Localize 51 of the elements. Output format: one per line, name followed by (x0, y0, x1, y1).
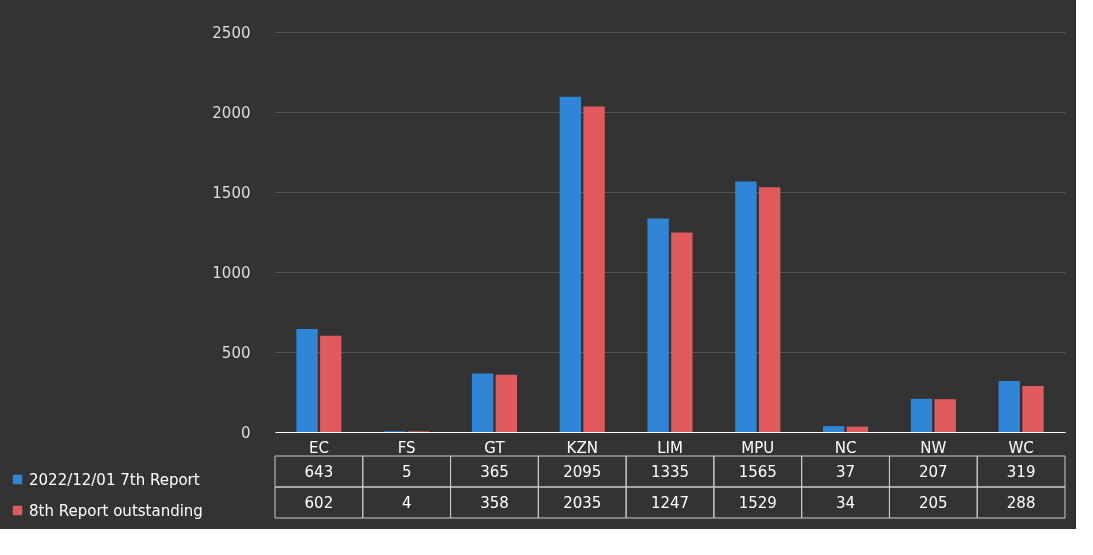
y-tick-label: 2000 (212, 103, 251, 122)
legend-label: 2022/12/01 7th Report (29, 470, 200, 489)
bar (758, 187, 781, 432)
bar (471, 373, 494, 432)
bar (320, 335, 342, 432)
x-tick-label: NW (920, 438, 947, 457)
data-label: 643 (304, 462, 334, 481)
data-label: 37 (836, 462, 856, 481)
data-label: 1335 (650, 462, 690, 481)
bar (735, 181, 757, 432)
x-tick-label: GT (484, 438, 506, 457)
x-tick-label: NC (834, 438, 857, 457)
bar (910, 398, 933, 432)
data-label: 1529 (738, 493, 777, 512)
y-tick-label: 2500 (212, 23, 251, 42)
data-label: 207 (919, 462, 948, 481)
data-label: 34 (836, 493, 856, 512)
bar (583, 106, 605, 432)
bar (998, 380, 1020, 432)
bar (647, 218, 669, 432)
y-tick-label: 1000 (212, 263, 251, 282)
data-label: 1565 (738, 462, 777, 481)
bar (495, 374, 517, 432)
y-tick-label: 500 (221, 343, 251, 362)
bar (823, 426, 845, 432)
data-label: 602 (304, 493, 334, 512)
x-tick-label: LIM (657, 438, 683, 457)
data-label: 2095 (563, 462, 602, 481)
data-label: 205 (919, 493, 948, 512)
data-label: 1247 (650, 493, 690, 512)
legend-label: 8th Report outstanding (29, 501, 203, 520)
data-label: 4 (401, 493, 412, 512)
bar (846, 426, 869, 432)
data-label: 365 (480, 462, 509, 481)
bar (296, 329, 318, 432)
y-tick-label: 1500 (212, 183, 251, 202)
data-label: 319 (1006, 462, 1036, 481)
y-tick-label: 0 (240, 423, 251, 442)
x-tick-label: EC (308, 438, 329, 457)
x-tick-label: KZN (566, 438, 598, 457)
bar (671, 232, 693, 432)
x-tick-label: MPU (741, 438, 775, 457)
data-label: 5 (401, 462, 412, 481)
data-label: 2035 (563, 493, 602, 512)
x-tick-label: FS (397, 438, 416, 457)
bar (559, 96, 582, 432)
x-tick-label: WC (1008, 438, 1034, 457)
data-label: 358 (480, 493, 509, 512)
bar (934, 399, 956, 432)
data-label: 288 (1006, 493, 1036, 512)
bar (1022, 385, 1044, 432)
